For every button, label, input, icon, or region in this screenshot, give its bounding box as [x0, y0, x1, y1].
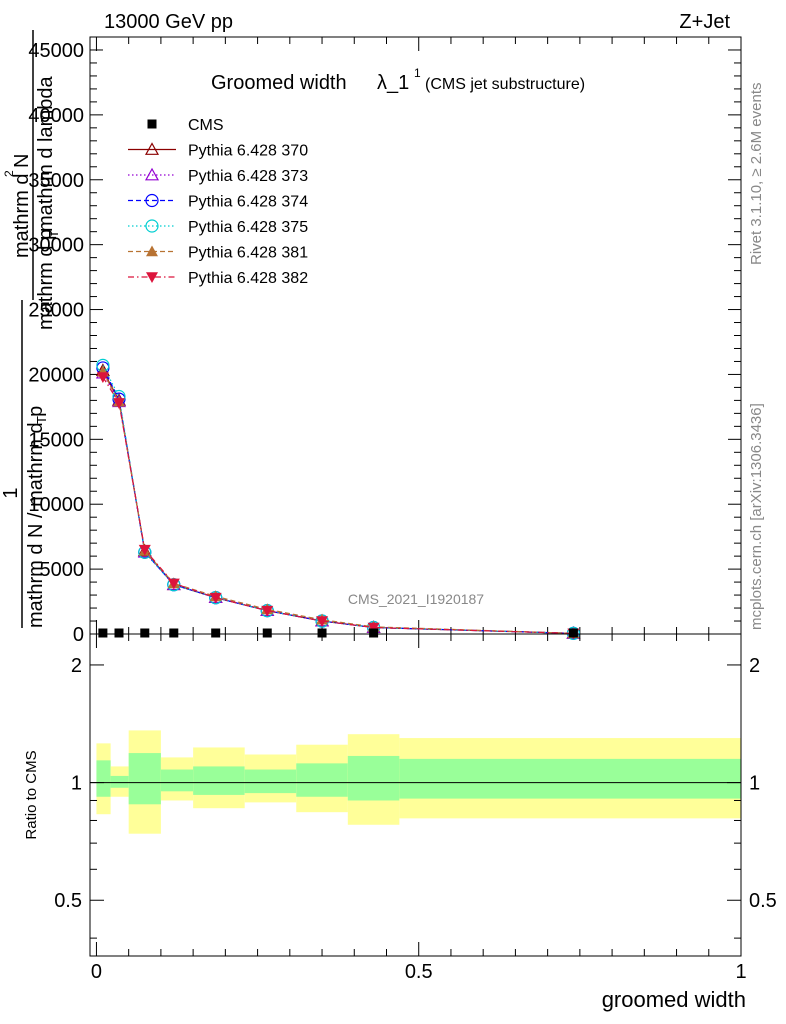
cms-data-point: [369, 628, 379, 638]
main-ytick-labels: 0 5000 10000 15000 20000 25000 30000 35000 40000…: [28, 40, 84, 646]
legend-marker: [147, 119, 157, 129]
cms-data-point: [140, 628, 150, 638]
mcplots-label: mcplots.cern.ch [arXiv:1306.3436]: [748, 403, 765, 630]
ratio-ylabel: Ratio to CMS: [23, 750, 40, 839]
ratio-ytick-label: 1: [71, 773, 82, 795]
ratio-band-inner: [96, 760, 111, 797]
analysis-watermark: CMS_2021_I1920187: [348, 591, 484, 607]
series-line: [102, 371, 574, 634]
plot-title: Groomed width λ_1 1 (CMS jet substructur…: [211, 66, 585, 94]
ratio-band-inner: [347, 755, 400, 801]
title-main: Groomed width: [211, 72, 347, 94]
ylabel-numer1: 1: [0, 487, 22, 498]
ylabel-denom1: mathrm d N / mathrm d p: [25, 406, 47, 628]
ratio-bands: [90, 730, 741, 834]
ratio-ytick-label-right: 2: [749, 655, 760, 677]
ratio-band-inner: [296, 763, 348, 797]
main-ytick-label: 40000: [28, 105, 84, 127]
series-point: [261, 605, 274, 617]
ylabel-denom1-sub: T: [34, 416, 49, 424]
main-ytick-label: 25000: [28, 300, 84, 322]
main-axis-ticks: [90, 36, 742, 635]
legend-label: Pythia 6.428 381: [188, 245, 308, 262]
ratio-band-inner: [244, 769, 297, 794]
series-point: [316, 616, 329, 628]
cms-data-point: [98, 628, 108, 638]
legend-label: CMS: [188, 117, 224, 134]
series-point: [96, 372, 109, 384]
legend-marker: [144, 142, 160, 155]
ratio-axis-ticks: 0.5 0.5 1 1 2 2: [54, 634, 777, 956]
title-sup: 1: [414, 66, 421, 80]
main-ylabel: 1 mathrm d N / mathrm d p T mathrm d 2 N…: [0, 30, 61, 628]
x-tick-label: 1: [735, 961, 746, 983]
main-ytick-label: 5000: [40, 559, 85, 581]
series-line: [102, 370, 574, 634]
ratio-ytick-label-right: 0.5: [749, 890, 777, 912]
legend-label: Pythia 6.428 374: [188, 194, 308, 211]
title-sub: (CMS jet substructure): [425, 76, 585, 93]
cms-data-point: [317, 628, 327, 638]
ratio-band-inner: [399, 758, 741, 799]
series-line: [102, 367, 574, 634]
main-series-layer: [95, 358, 581, 640]
legend-marker: [146, 245, 158, 257]
ylabel-numer2: mathrm d: [11, 174, 33, 258]
legend: CMS Pythia 6.428 370 Pythia 6.428 373 Pythi…: [128, 117, 308, 287]
legend-marker: [144, 167, 160, 181]
ylabel-numer2-sup: 2: [2, 170, 16, 177]
main-ytick-label: 0: [73, 624, 84, 646]
main-ytick-label: 45000: [28, 40, 84, 62]
ylabel-denom2-rest: mathrm d lambda: [35, 76, 57, 232]
ratio-band-inner: [110, 775, 129, 788]
ylabel-denom2-sub: T: [46, 230, 61, 238]
ratio-ytick-label: 0.5: [54, 890, 82, 912]
series-point: [167, 578, 180, 590]
title-lambda: λ_1: [377, 72, 409, 94]
x-axis-label: groomed width: [602, 987, 746, 1012]
legend-marker: [145, 193, 159, 208]
legend-label: Pythia 6.428 373: [188, 168, 308, 185]
legend-marker: [145, 219, 159, 233]
cms-data-point: [568, 628, 578, 638]
ratio-plot-frame: [89, 633, 742, 957]
main-ytick-label: 20000: [28, 364, 84, 386]
legend-label: Pythia 6.428 370: [188, 143, 308, 160]
process-label: Z+Jet: [679, 11, 730, 33]
cms-data-point: [114, 628, 124, 638]
ylabel-denom2: mathrm d p: [35, 229, 57, 330]
cms-data-point: [169, 628, 179, 638]
series-line: [102, 376, 574, 634]
legend-marker: [146, 272, 158, 283]
series-point: [367, 622, 380, 634]
cms-data-point: [262, 628, 272, 638]
x-tick-labels: 0 0.5 1: [91, 961, 747, 983]
ratio-band-inner: [128, 753, 161, 805]
main-ytick-label: 30000: [28, 235, 84, 257]
main-ytick-label: 10000: [28, 494, 84, 516]
cms-data-point: [211, 628, 221, 638]
series-point: [209, 592, 222, 604]
main-ytick-label: 15000: [28, 429, 84, 451]
series-point: [113, 398, 126, 409]
series-point: [138, 544, 151, 556]
energy-label: 13000 GeV pp: [104, 11, 233, 33]
series-line: [102, 365, 574, 634]
ylabel-numer2-rest: N: [11, 154, 33, 168]
x-tick-label: 0: [91, 961, 102, 983]
rivet-label: Rivet 3.1.10, ≥ 2.6M events: [748, 83, 765, 266]
legend-label: Pythia 6.428 375: [188, 219, 308, 236]
main-ytick-label: 35000: [28, 170, 84, 192]
ratio-band-inner: [160, 769, 194, 792]
ratio-ytick-label-right: 1: [749, 773, 760, 795]
x-tick-label: 0.5: [405, 961, 433, 983]
ratio-ytick-label: 2: [71, 655, 82, 677]
legend-label: Pythia 6.428 382: [188, 270, 308, 287]
ratio-band-inner: [193, 766, 245, 795]
series-line: [102, 372, 574, 634]
